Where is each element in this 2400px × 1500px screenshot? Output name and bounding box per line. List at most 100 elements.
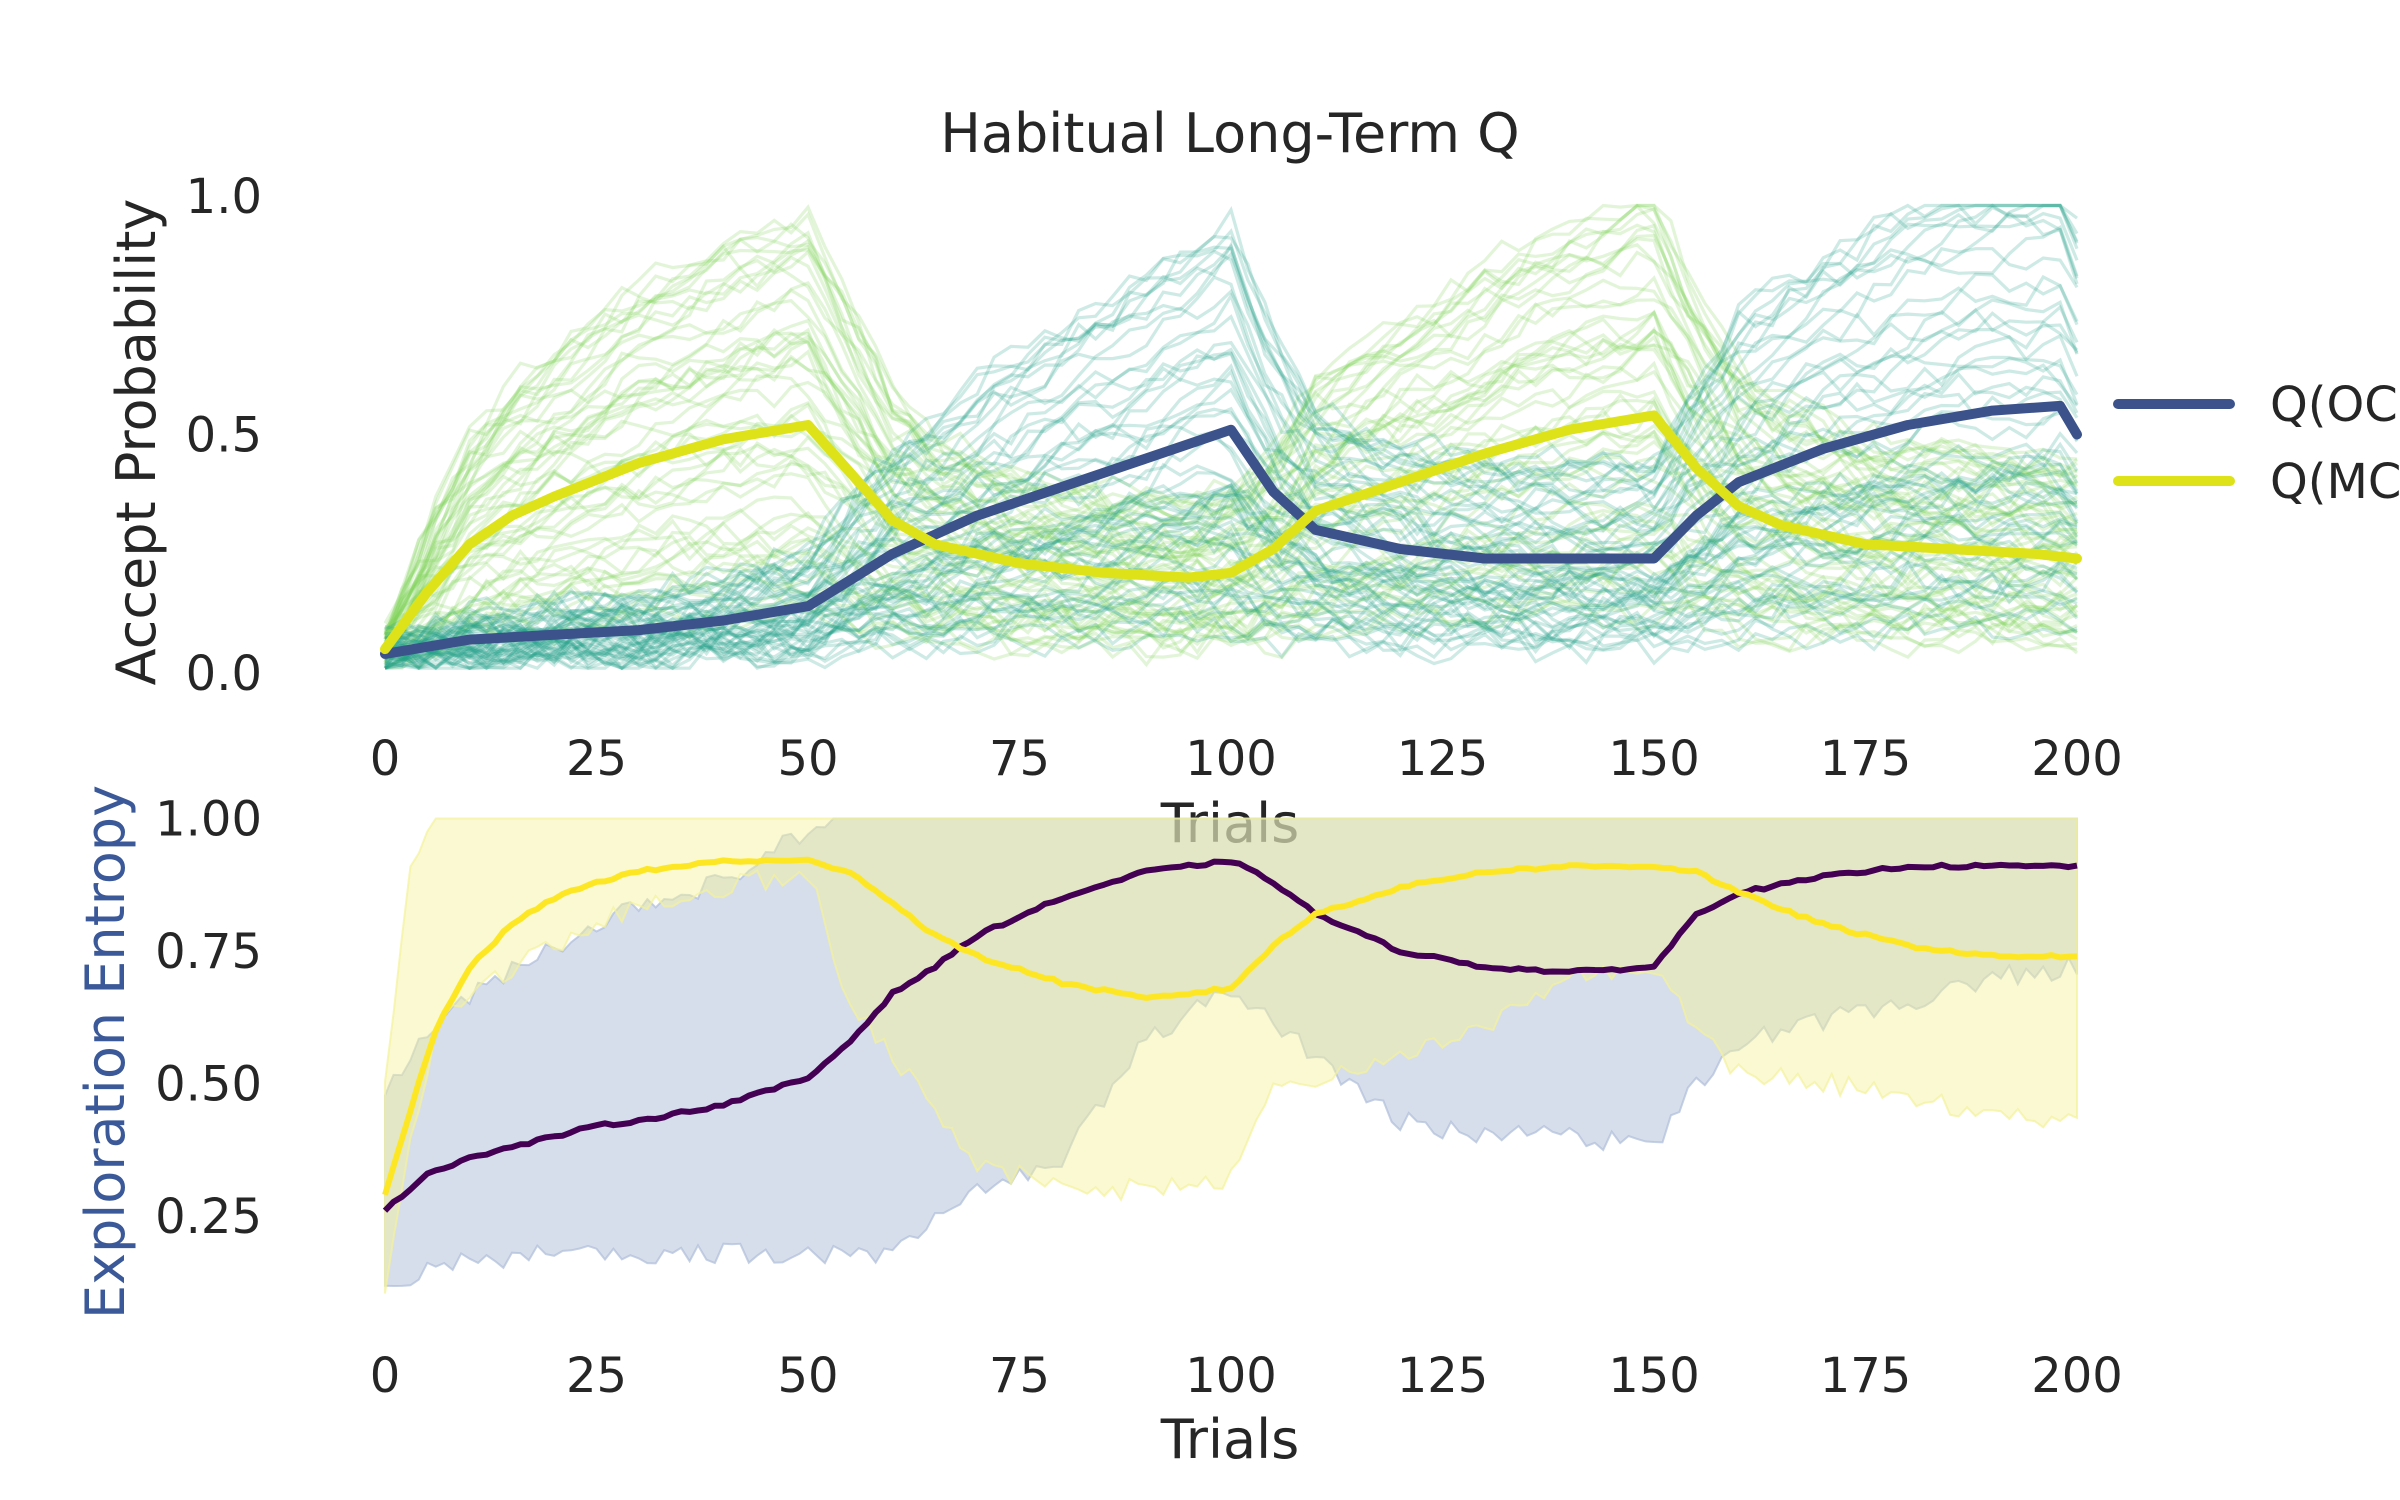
- x-tick-label: 0: [370, 1348, 401, 1404]
- x-tick-label: 175: [1820, 1348, 1912, 1404]
- legend-label: Q(MC: [2270, 454, 2400, 510]
- bottom-x-axis-label: Trials: [1160, 1408, 1299, 1471]
- x-tick-label: 175: [1820, 731, 1912, 787]
- individual-trace: [384, 441, 2079, 665]
- individual-trace: [384, 528, 2078, 670]
- individual-trace: [383, 607, 2078, 671]
- individual-trace: [384, 571, 2078, 657]
- individual-trace: [383, 230, 2078, 640]
- individual-trace: [383, 223, 2078, 624]
- individual-trace: [383, 328, 2078, 653]
- individual-trace: [384, 203, 2079, 641]
- individual-trace: [384, 511, 2078, 652]
- individual-trace: [383, 203, 2078, 637]
- top-chart-title: Habitual Long-Term Q: [940, 102, 1519, 165]
- bottom-y-axis-label: Exploration Entropy: [74, 785, 137, 1319]
- individual-trace: [384, 510, 2079, 671]
- individual-trace: [383, 242, 2079, 633]
- individual-trace: [384, 247, 2079, 657]
- individual-trace: [384, 536, 2078, 670]
- individual-trace: [383, 237, 2078, 637]
- individual-trace: [384, 298, 2079, 662]
- x-tick-label: 50: [777, 1348, 838, 1404]
- individual-trace: [384, 488, 2079, 669]
- x-tick-label: 100: [1185, 731, 1277, 787]
- individual-trace: [384, 572, 2078, 671]
- individual-trace: [384, 274, 2079, 651]
- individual-trace: [383, 400, 2079, 648]
- individual-trace: [384, 544, 2078, 671]
- x-tick-label: 0: [370, 731, 401, 787]
- individual-trace: [383, 559, 2078, 663]
- individual-trace: [384, 559, 2078, 669]
- individual-trace: [384, 598, 2078, 670]
- individual-trace: [384, 203, 2078, 646]
- series-line-qmc: [380, 410, 2082, 655]
- x-tick-label: 150: [1608, 1348, 1700, 1404]
- x-tick-label: 75: [989, 1348, 1050, 1404]
- top-y-axis-label: Accept Probability: [105, 199, 168, 686]
- individual-trace: [384, 455, 2079, 647]
- individual-trace: [384, 225, 2079, 647]
- individual-trace: [384, 501, 2078, 643]
- confidence-band: [384, 817, 2078, 1294]
- individual-trace: [384, 551, 2078, 658]
- individual-trace: [383, 547, 2078, 668]
- y-tick-label: 0.50: [155, 1057, 262, 1113]
- y-tick-label: 0.75: [155, 924, 262, 980]
- individual-trace: [384, 495, 2078, 662]
- individual-trace: [384, 511, 2078, 655]
- individual-trace: [384, 211, 2079, 655]
- top-mean-series: [380, 400, 2082, 659]
- individual-trace: [383, 329, 2078, 651]
- individual-trace: [384, 558, 2079, 671]
- x-tick-label: 200: [2031, 1348, 2123, 1404]
- y-tick-label: 1.0: [186, 169, 262, 225]
- x-tick-label: 125: [1397, 1348, 1489, 1404]
- individual-trace: [383, 203, 2079, 666]
- individual-trace: [383, 334, 2078, 657]
- individual-trace: [383, 369, 2079, 665]
- bottom-y-tick-labels: 0.25 0.50 0.75 1.00: [155, 792, 262, 1246]
- individual-trace: [384, 571, 2078, 670]
- x-tick-label: 25: [566, 731, 627, 787]
- individual-trace: [383, 203, 2078, 647]
- legend-label: Q(OC: [2270, 377, 2398, 433]
- x-tick-label: 125: [1397, 731, 1489, 787]
- individual-trace: [383, 559, 2078, 669]
- series-line-qoc: [380, 400, 2082, 659]
- individual-trace: [384, 455, 2078, 661]
- individual-trace: [384, 550, 2079, 653]
- individual-trace: [384, 479, 2079, 665]
- y-tick-label: 0.25: [155, 1189, 262, 1245]
- top-legend: Q(OC Q(MC: [2113, 377, 2400, 510]
- individual-trace: [383, 310, 2078, 631]
- individual-trace: [383, 310, 2078, 643]
- individual-trace: [384, 520, 2079, 670]
- individual-trace: [384, 598, 2079, 671]
- bottom-mean-series: [382, 856, 2078, 1213]
- x-tick-label: 25: [566, 1348, 627, 1404]
- bottom-confidence-bands: [384, 817, 2078, 1294]
- individual-trace: [384, 211, 2079, 641]
- individual-trace: [383, 463, 2079, 659]
- individual-trace: [383, 526, 2079, 656]
- individual-trace: [383, 510, 2078, 667]
- y-tick-label: 0.5: [186, 408, 262, 464]
- individual-trace: [384, 333, 2079, 652]
- individual-trace: [383, 398, 2079, 664]
- y-tick-label: 1.00: [155, 792, 262, 848]
- individual-trace: [383, 343, 2078, 655]
- individual-trace: [384, 513, 2078, 666]
- individual-trace: [383, 504, 2078, 661]
- individual-trace: [383, 326, 2078, 636]
- individual-trace: [383, 519, 2078, 670]
- individual-trace: [383, 439, 2078, 650]
- x-tick-label: 200: [2031, 731, 2123, 787]
- individual-trace: [384, 272, 2079, 668]
- bottom-chart-panel: 0 25 50 75 100 125 150 175 200 0.250.500.751.00 …: [74, 785, 2123, 1471]
- individual-trace: [383, 309, 2078, 663]
- individual-trace: [384, 203, 2079, 636]
- individual-trace: [383, 371, 2079, 661]
